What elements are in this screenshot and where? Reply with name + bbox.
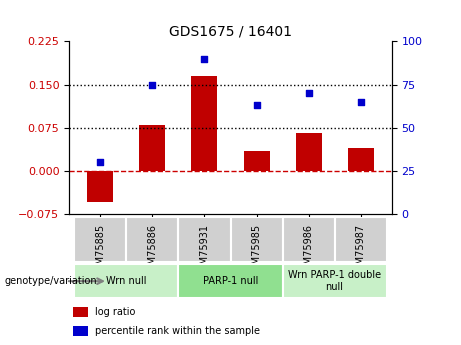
Bar — [296, 134, 322, 171]
Bar — [243, 151, 270, 171]
Text: GSM75886: GSM75886 — [148, 224, 157, 277]
Bar — [191, 76, 218, 171]
Bar — [88, 171, 113, 203]
Text: GSM75885: GSM75885 — [95, 224, 106, 277]
FancyBboxPatch shape — [74, 264, 178, 298]
Text: GSM75931: GSM75931 — [200, 224, 209, 277]
Point — [305, 90, 312, 96]
Text: percentile rank within the sample: percentile rank within the sample — [95, 326, 260, 336]
FancyBboxPatch shape — [283, 217, 335, 262]
FancyBboxPatch shape — [178, 264, 283, 298]
Bar — [73, 326, 88, 336]
Text: GSM75985: GSM75985 — [252, 224, 261, 277]
Bar — [73, 307, 88, 317]
Text: GSM75987: GSM75987 — [355, 224, 366, 277]
FancyBboxPatch shape — [335, 217, 387, 262]
Text: genotype/variation: genotype/variation — [5, 276, 97, 286]
Text: log ratio: log ratio — [95, 307, 136, 317]
Point — [357, 99, 364, 105]
Bar — [348, 148, 373, 171]
Text: Wrn null: Wrn null — [106, 276, 147, 286]
Title: GDS1675 / 16401: GDS1675 / 16401 — [169, 25, 292, 39]
Point — [201, 56, 208, 61]
Point — [253, 102, 260, 108]
FancyBboxPatch shape — [178, 217, 230, 262]
FancyBboxPatch shape — [230, 217, 283, 262]
Bar — [139, 125, 165, 171]
FancyBboxPatch shape — [283, 264, 387, 298]
FancyBboxPatch shape — [74, 217, 126, 262]
Text: Wrn PARP-1 double
null: Wrn PARP-1 double null — [288, 270, 381, 292]
Point — [97, 159, 104, 165]
Point — [149, 82, 156, 87]
FancyBboxPatch shape — [126, 217, 178, 262]
Text: PARP-1 null: PARP-1 null — [203, 276, 258, 286]
Text: GSM75986: GSM75986 — [304, 224, 313, 277]
